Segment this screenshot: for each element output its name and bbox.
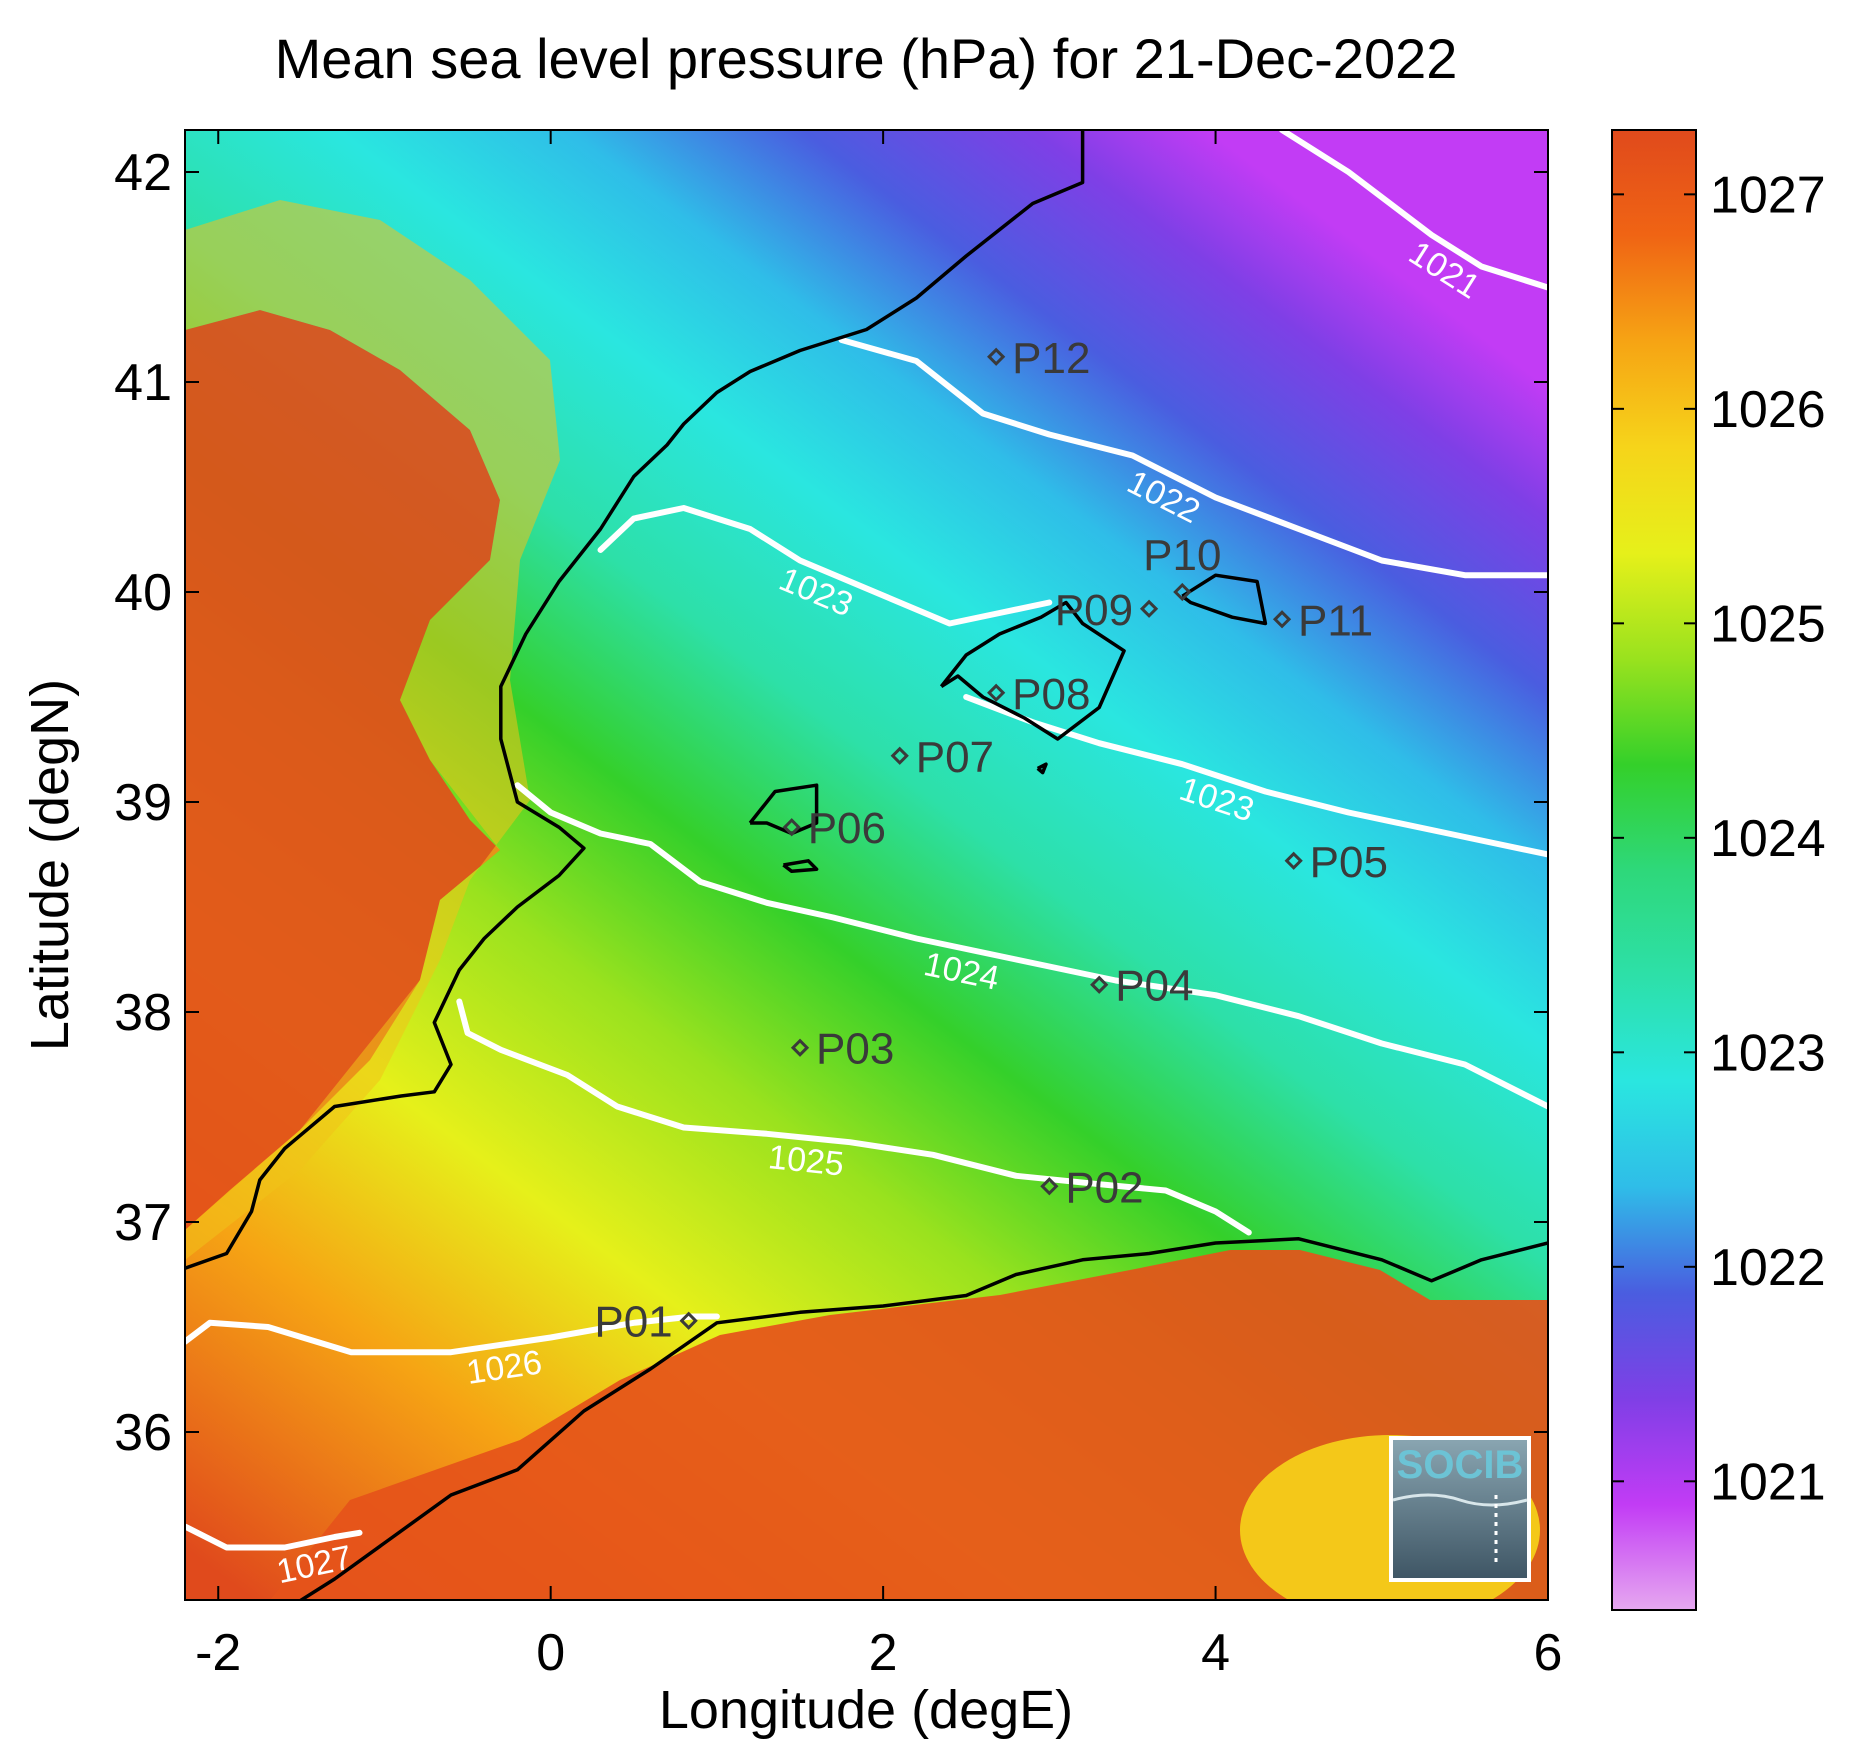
station-label: P02 <box>1065 1163 1143 1212</box>
isobar-line <box>838 337 1548 579</box>
coastline-layer <box>185 130 1548 1600</box>
coastline-africa <box>298 1237 1548 1600</box>
logo-background <box>1389 1436 1531 1582</box>
isobar-line <box>963 694 1548 858</box>
x-tick-label: -2 <box>195 1624 241 1682</box>
station-label: P12 <box>1012 334 1090 383</box>
plot-frame <box>184 129 1549 1601</box>
y-tick-label: 40 <box>114 564 172 622</box>
y-tick-label: 42 <box>114 144 172 202</box>
isobar-line <box>456 998 1252 1236</box>
isobar-line <box>1279 130 1548 291</box>
station-marker <box>890 746 909 765</box>
x-tick-label: 2 <box>869 1624 898 1682</box>
colorbar-tick-label: 1023 <box>1710 1024 1826 1082</box>
station-marker <box>1272 610 1292 629</box>
colorbar-tick-label: 1021 <box>1710 1453 1826 1511</box>
isobar-line <box>185 1313 720 1356</box>
station-label: P05 <box>1310 838 1388 887</box>
station-marker <box>790 1038 810 1057</box>
coastline-ibiza <box>748 783 819 836</box>
x-axis-label: Longitude (degE) <box>659 1680 1073 1740</box>
colorbar-tick-label: 1026 <box>1710 381 1826 439</box>
colorbar-bar <box>1611 129 1697 1611</box>
coastline-menorca <box>1181 573 1268 626</box>
y-axis-label: Latitude (degN) <box>20 679 80 1051</box>
y-tick-label: 37 <box>114 1194 172 1252</box>
socib-logo: SOCIB <box>1389 1436 1531 1582</box>
isobar-label: 1025 <box>766 1138 845 1183</box>
chart-title: Mean sea level pressure (hPa) for 21-Dec… <box>275 27 1458 90</box>
y-tick-label: 38 <box>114 984 172 1042</box>
coastline-formentera <box>782 859 819 874</box>
station-label: P08 <box>1012 670 1090 719</box>
y-tick-label: 39 <box>114 774 172 832</box>
station-marker <box>1090 975 1109 994</box>
x-axis-ticks: -2 0 2 4 6 <box>195 130 1562 1682</box>
station-label: P04 <box>1115 962 1193 1011</box>
colorbar-tick-label: 1022 <box>1710 1239 1826 1297</box>
y-axis-ticks: 36 37 38 39 40 41 42 <box>114 144 1548 1462</box>
y-tick-label: 36 <box>114 1404 172 1462</box>
isobar-line <box>514 782 1548 1110</box>
isobar-line <box>597 505 1053 627</box>
colorbar-tick-label: 1025 <box>1710 595 1826 653</box>
station-label: P09 <box>1055 586 1133 635</box>
station-marker <box>987 683 1006 702</box>
colorbar-tick-label: 1027 <box>1710 166 1826 224</box>
iberia-transition-land <box>185 200 560 1260</box>
coastline-iberia <box>185 130 1085 1270</box>
station-marker <box>1139 599 1159 618</box>
station-label: P10 <box>1143 531 1221 580</box>
africa-high-pressure-land <box>270 1250 1548 1600</box>
station-label: P07 <box>916 733 994 782</box>
colorbar-ticks: 1021 1022 1023 1024 1025 1026 1027 <box>1612 166 1826 1511</box>
station-label: P03 <box>816 1025 894 1074</box>
x-tick-label: 4 <box>1201 1624 1230 1682</box>
colorbar-tick-label: 1024 <box>1710 810 1826 868</box>
logo-wave <box>1392 1493 1528 1507</box>
station-marker <box>782 818 801 837</box>
coastline-mallorca <box>939 600 1126 741</box>
station-marker <box>987 347 1006 366</box>
x-tick-label: 0 <box>536 1624 565 1682</box>
logo-text: SOCIB <box>1397 1443 1524 1487</box>
iberia-high-pressure-land <box>185 310 500 1230</box>
station-label: P06 <box>808 804 886 853</box>
x-tick-label: 6 <box>1534 1624 1563 1682</box>
coastline-cabrera <box>1036 762 1048 775</box>
station-label: P01 <box>594 1298 672 1347</box>
station-marker <box>1173 582 1192 602</box>
colorbar: 1021 1022 1023 1024 1025 1026 1027 <box>1611 129 1826 1611</box>
y-tick-label: 41 <box>114 354 172 412</box>
land-overlays <box>185 200 1548 1600</box>
station-marker <box>1040 1177 1059 1196</box>
station-marker <box>679 1311 698 1330</box>
isobar-line <box>185 1523 363 1551</box>
station-marker <box>1284 851 1303 870</box>
station-label: P11 <box>1298 596 1373 645</box>
